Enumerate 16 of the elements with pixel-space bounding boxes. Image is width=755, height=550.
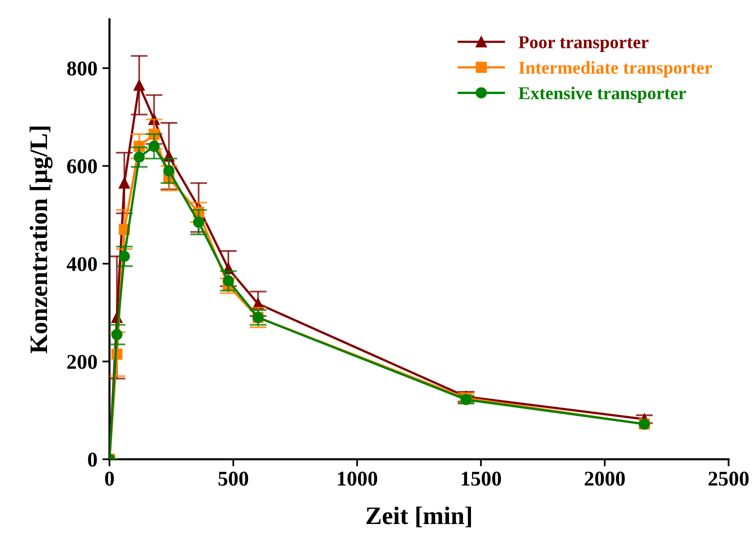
legend-label: Intermediate transporter [518, 61, 712, 78]
x-axis-title: Zeit [min] [366, 506, 471, 528]
y-tick-label: 200 [67, 354, 97, 369]
y-tick-label: 800 [67, 62, 97, 76]
legend-label: Extensive transporter [518, 86, 686, 104]
x-tick-label: 2500 [708, 472, 749, 486]
x-tick-label: 1500 [462, 472, 501, 486]
y-tick-label: 400 [66, 257, 97, 272]
x-tick-label: 2000 [584, 472, 625, 486]
x-tick-label: 0 [105, 472, 114, 486]
y-axis-title: Konzentration [µg/L] [30, 126, 53, 354]
x-tick-label: 500 [218, 472, 248, 486]
legend-label: Poor transporter [518, 36, 648, 52]
y-tick-label: 600 [67, 159, 97, 174]
x-tick-label: 1000 [338, 472, 378, 486]
y-tick-label: 0 [88, 452, 97, 467]
